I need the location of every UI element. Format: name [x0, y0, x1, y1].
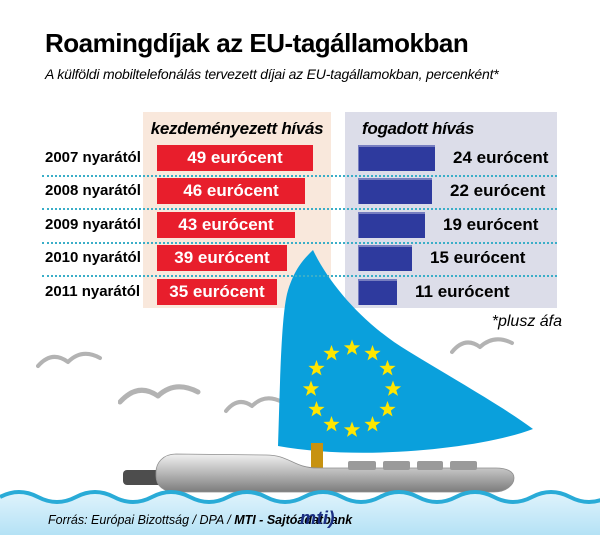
- eu-star-icon: [343, 421, 361, 437]
- source-mti: MTI - Sajtóadatbank: [234, 513, 353, 527]
- initiated-call-bar: 43 eurócent: [157, 211, 295, 238]
- received-call-bar: [358, 211, 425, 238]
- row-separator: [42, 275, 557, 277]
- seagull-icon: [36, 351, 102, 368]
- water-line: [0, 490, 600, 504]
- seagull-icon: [224, 396, 284, 413]
- sail-shape: [278, 250, 533, 453]
- seagull-icon: [450, 337, 514, 354]
- eu-star-icon: [302, 380, 320, 396]
- row-separator: [42, 175, 557, 177]
- initiated-call-bar: 39 eurócent: [157, 245, 287, 272]
- eu-star-icon: [379, 360, 396, 376]
- row-label: 2011 nyarától: [45, 282, 141, 300]
- column-header-initiated: kezdeményezett hívás: [150, 119, 324, 138]
- vat-footnote: *plusz áfa: [491, 313, 562, 330]
- received-call-bar: [358, 245, 412, 272]
- received-call-value: 19 eurócent: [443, 214, 539, 234]
- water-fill: [0, 492, 600, 535]
- received-call-value: 15 eurócent: [430, 248, 526, 268]
- source-credit: Forrás: Európai Bizottság / DPA / MTI - …: [48, 513, 352, 527]
- eu-star-icon: [364, 345, 381, 361]
- received-call-value: 22 eurócent: [450, 181, 546, 201]
- phone-keys: [348, 461, 477, 470]
- source-prefix: Forrás: Európai Bizottság / DPA /: [48, 513, 235, 527]
- row-label: 2009 nyarától: [45, 215, 141, 233]
- seagull-icon: [118, 384, 201, 405]
- received-call-bar: [358, 278, 397, 305]
- received-call-value: 24 eurócent: [453, 148, 549, 167]
- water-waves: [0, 490, 600, 535]
- received-call-value: 11 eurócent: [415, 281, 510, 301]
- page-title: Roamingdíjak az EU-tagállamokban: [45, 28, 469, 58]
- received-call-bar: [358, 178, 432, 205]
- row-label: 2010 nyarától: [45, 249, 141, 267]
- eu-star-icon: [384, 380, 402, 396]
- eu-star-icon: [308, 360, 325, 376]
- initiated-call-bar: 35 eurócent: [157, 278, 277, 305]
- page-subtitle: A külföldi mobiltelefonálás tervezett dí…: [45, 66, 499, 82]
- initiated-call-bar: 46 eurócent: [157, 178, 305, 205]
- phone-antenna: [123, 470, 163, 485]
- eu-star-icon: [323, 345, 340, 361]
- phone-hull: [155, 453, 515, 493]
- eu-star-icon: [379, 401, 396, 417]
- eu-star-icon: [323, 416, 340, 432]
- eu-star-icon: [343, 339, 361, 355]
- row-separator: [42, 242, 557, 244]
- row-label: 2007 nyarától: [45, 149, 141, 166]
- row-separator: [42, 208, 557, 210]
- initiated-call-bar: 49 eurócent: [157, 145, 313, 171]
- eu-star-icon: [308, 401, 325, 417]
- eu-star-ring: [302, 339, 402, 437]
- phone-boat-illustration: [123, 453, 515, 493]
- mti-logo: mti): [300, 508, 335, 528]
- column-header-received: fogadott hívás: [362, 119, 474, 138]
- eu-star-icon: [364, 416, 381, 432]
- row-label: 2008 nyarától: [45, 182, 141, 200]
- eu-sail-illustration: [278, 250, 533, 477]
- received-call-bar: [358, 145, 435, 171]
